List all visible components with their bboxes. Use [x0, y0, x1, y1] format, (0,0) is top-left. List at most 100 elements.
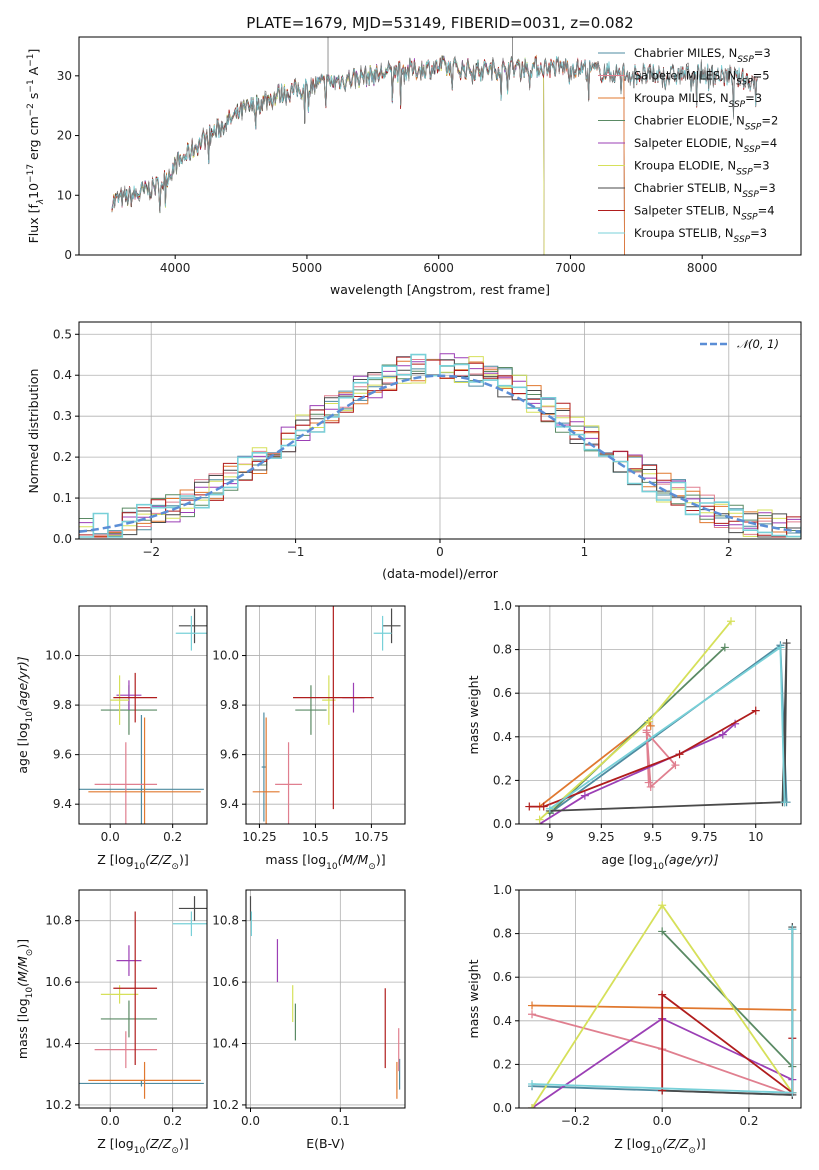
y-axis-label: age [log10(age/yr)] — [15, 656, 35, 773]
gaussian-curve — [79, 374, 801, 534]
weight-marker — [539, 802, 548, 811]
axes-frame — [78, 36, 802, 256]
x-tick-label: 0 — [436, 545, 444, 559]
weight-marker — [646, 721, 655, 730]
observed-spectrum-line — [111, 55, 758, 213]
legend-label: Chabrier MILES, NSSP=3 — [634, 46, 771, 65]
axes-frame — [78, 321, 802, 540]
x-axis-label: Z [log10(Z/Z⊙)] — [97, 852, 188, 872]
x-tick-label: 10.25 — [242, 830, 276, 844]
y-tick-label: 0.4 — [493, 1014, 512, 1028]
x-tick-label: 9.5 — [643, 830, 662, 844]
y-tick-label: 1.0 — [493, 599, 512, 613]
spectrum-line — [111, 56, 545, 255]
legend-label: 𝒩(0, 1) — [737, 337, 779, 351]
weight-marker — [658, 901, 667, 910]
weight-marker — [580, 791, 589, 800]
residuals-panel: −2 −1 0 1 2 0.0 0.1 0.2 0.3 0.4 0.5 𝒩(0, 1) (data-mo… — [26, 321, 802, 581]
y-tick-label: 0.2 — [493, 773, 512, 787]
y-tick-label: 10.8 — [212, 914, 239, 928]
x-tick-label: −1 — [287, 545, 305, 559]
weight-marker — [528, 1080, 537, 1089]
x-tick-label: 2 — [725, 545, 733, 559]
x-tick-label: 8000 — [687, 261, 718, 275]
plot-area — [79, 353, 801, 538]
axes-frame — [245, 889, 406, 1109]
y-axis-label: mass weight — [466, 959, 481, 1038]
spectrum-line — [111, 56, 545, 255]
legend-label: Chabrier ELODIE, NSSP=2 — [634, 114, 778, 133]
weight-marker — [528, 1104, 537, 1108]
x-tick-label: 0.0 — [241, 1114, 260, 1128]
weight-marker — [528, 1010, 537, 1019]
weight-marker — [545, 804, 554, 813]
y-tick-label: 10.2 — [45, 1098, 72, 1112]
y-tick-label: 0.2 — [53, 450, 72, 464]
y-tick-label: 9.8 — [53, 698, 72, 712]
legend-label: Salpeter ELODIE, NSSP=4 — [634, 136, 777, 155]
y-tick-label: 9.4 — [53, 797, 72, 811]
x-tick-label: 4000 — [160, 261, 191, 275]
weight-line — [529, 709, 757, 808]
x-axis-label: (data-model)/error — [382, 566, 499, 581]
y-tick-label: 0.5 — [53, 327, 72, 341]
y-tick-label: 9.4 — [220, 797, 239, 811]
axes-frame — [518, 605, 802, 825]
weight-marker — [658, 990, 667, 999]
plot-area — [79, 608, 207, 824]
weight-line — [549, 643, 788, 812]
mass-weight-vs-age-panel: 9 9.25 9.5 9.75 10 0.0 0.2 0.4 0.6 0.8 1.0 age [log… — [466, 599, 802, 872]
y-tick-label: 10.0 — [212, 649, 239, 663]
legend-label: Kroupa STELIB, NSSP=3 — [634, 226, 767, 245]
x-axis-label: age [log10(age/yr)] — [601, 852, 718, 872]
weight-marker — [780, 798, 789, 807]
y-tick-label: 10.6 — [45, 975, 72, 989]
y-tick-label: 10 — [57, 188, 72, 202]
mass-weight-vs-metallicity-panel: −0.2 0.0 0.2 0.0 0.2 0.4 0.6 0.8 1.0 Z [log10(Z/Z… — [466, 883, 802, 1156]
y-tick-label: 0.6 — [493, 970, 512, 984]
plot-area — [528, 901, 797, 1108]
spectrum-panel: 4000 5000 6000 7000 8000 0 10 20 30 wavelength [A… — [26, 36, 802, 297]
y-tick-label: 10.4 — [45, 1037, 72, 1051]
legend-label: Salpeter MILES, NSSP=5 — [634, 69, 770, 88]
y-tick-label: 0.0 — [53, 532, 72, 546]
weight-line — [549, 646, 726, 814]
axes-frame — [518, 889, 802, 1109]
weight-marker — [675, 750, 684, 759]
plot-area — [249, 896, 401, 1099]
x-tick-label: 10.5 — [302, 830, 329, 844]
y-tick-label: 0.8 — [493, 643, 512, 657]
weight-marker — [718, 730, 727, 739]
x-tick-label: 10 — [748, 830, 763, 844]
axes-frame — [78, 889, 208, 1109]
x-tick-label: 9 — [546, 830, 554, 844]
weight-marker — [776, 643, 785, 652]
plot-area — [111, 37, 758, 255]
y-tick-label: 0.8 — [493, 927, 512, 941]
weight-marker — [525, 802, 534, 811]
y-tick-label: 1.0 — [493, 883, 512, 897]
mass-vs-metallicity-panel: 0.0 0.2 10.2 10.4 10.6 10.8 Z [log10(Z/Z⊙)] mas… — [15, 889, 208, 1156]
weight-marker — [788, 925, 797, 934]
weight-marker — [788, 1088, 797, 1097]
weight-marker — [727, 617, 736, 626]
y-tick-label: 0.3 — [53, 409, 72, 423]
histogram-line — [79, 353, 801, 538]
y-axis-label: mass weight — [466, 675, 481, 754]
x-tick-label: 0.2 — [163, 830, 182, 844]
axes-frame — [245, 605, 406, 825]
mass-vs-ebv-panel: 0.0 0.1 10.2 10.4 10.6 10.8 E(B-V) — [212, 889, 406, 1151]
y-tick-label: 0.4 — [493, 730, 512, 744]
legend-label: Kroupa ELODIE, NSSP=3 — [634, 159, 770, 178]
y-tick-label: 10.6 — [212, 975, 239, 989]
x-tick-label: 9.75 — [691, 830, 718, 844]
legend-label: Kroupa MILES, NSSP=3 — [634, 91, 762, 110]
x-tick-label: 10.75 — [354, 830, 388, 844]
plot-area — [525, 617, 791, 824]
weight-marker — [658, 927, 667, 936]
y-tick-label: 9.8 — [220, 698, 239, 712]
x-tick-label: 0.0 — [101, 830, 120, 844]
y-tick-label: 0.4 — [53, 368, 72, 382]
x-tick-label: 0.0 — [101, 1114, 120, 1128]
